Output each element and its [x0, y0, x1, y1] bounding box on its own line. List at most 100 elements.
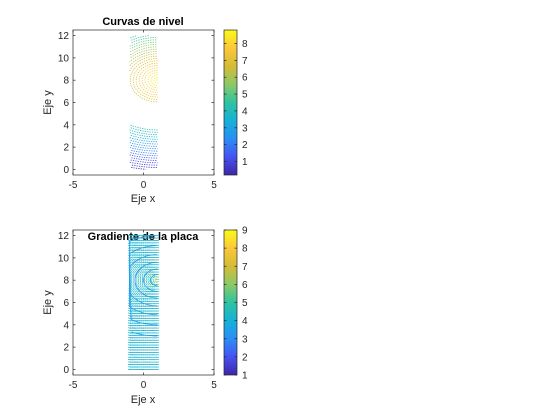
gradient-vector	[127, 312, 131, 315]
gradient-vector	[133, 251, 137, 254]
gradient-vector	[137, 329, 141, 332]
gradient-vector	[142, 317, 147, 319]
gradient-vector	[139, 273, 142, 276]
gradient-vector	[127, 363, 131, 366]
gradient-vector	[133, 265, 137, 269]
contour-level-line	[130, 152, 158, 157]
gradient-vector	[129, 332, 133, 334]
gradient-vector	[127, 351, 131, 354]
gradient-level-line	[150, 274, 158, 287]
x-tick-label: -5	[69, 380, 78, 391]
gradient-vector	[135, 287, 138, 291]
gradient-vector	[141, 249, 145, 251]
gradient-vector	[131, 256, 135, 259]
contour-level-line	[129, 51, 157, 63]
gradient-vector	[148, 273, 152, 276]
gradient-vector	[150, 273, 154, 276]
gradient-vector	[146, 298, 150, 300]
gradient-vector	[131, 327, 135, 329]
gradient-vector	[129, 241, 133, 244]
gradient-vector	[130, 265, 133, 269]
gradient-vector	[141, 273, 144, 276]
gradient-vector	[133, 329, 137, 332]
gradient-vector	[154, 278, 157, 281]
gradient-vector	[150, 264, 154, 266]
gradient-vector	[135, 268, 139, 271]
gradient-vector	[127, 334, 131, 337]
gradient-vector	[139, 322, 143, 324]
gradient-vector	[139, 266, 142, 269]
contour-level-line	[129, 44, 157, 53]
gradient-vector	[137, 297, 141, 300]
gradient-vector	[137, 337, 141, 339]
gradient-vector	[133, 292, 137, 296]
gradient-vector	[148, 261, 152, 264]
gradient-vector	[148, 268, 152, 271]
gradient-vector	[129, 249, 133, 252]
gradient-vector	[129, 354, 133, 356]
gradient-vector	[144, 305, 148, 307]
contour-level-line	[130, 144, 158, 150]
gradient-vector	[152, 288, 156, 290]
gradient-vector	[133, 305, 137, 308]
gradient-vector	[148, 264, 152, 266]
gradient-vector	[143, 266, 146, 269]
gradient-vector	[133, 341, 137, 344]
gradient-vector	[134, 273, 136, 276]
gradient-vector	[131, 354, 135, 356]
gradient-vector	[135, 251, 139, 254]
gradient-vector	[133, 349, 137, 351]
gradient-vector	[135, 319, 139, 322]
gradient-vector	[152, 275, 156, 279]
gradient-vector	[150, 293, 154, 295]
gradient-vector	[141, 282, 144, 286]
gradient-vector	[141, 261, 145, 264]
gradient-vector	[141, 290, 144, 293]
gradient-vector	[133, 258, 137, 262]
gradient-vector	[135, 324, 139, 327]
contour-level-line	[131, 157, 158, 161]
gradient-vector	[137, 324, 141, 327]
gradient-vector	[133, 290, 137, 293]
gradient-vector	[127, 234, 131, 237]
gradient-vector	[131, 237, 135, 239]
gradient-vector	[142, 315, 147, 317]
gradient-vector	[146, 268, 150, 271]
gradient-vector	[137, 249, 141, 252]
gradient-vector	[133, 261, 137, 264]
gradient-vector	[137, 315, 141, 317]
gradient-vector	[146, 259, 150, 261]
gradient-vector	[127, 322, 131, 325]
gradient-vector	[143, 287, 146, 291]
gradient-vector	[137, 266, 141, 269]
gradient-vector	[146, 256, 150, 259]
gradient-vector	[129, 359, 133, 361]
gradient-vector	[152, 283, 156, 286]
gradient-vector	[137, 234, 141, 237]
contour-level-line	[132, 60, 158, 100]
gradient-vector	[154, 280, 158, 283]
gradient-vector	[135, 297, 139, 300]
gradient-vector	[146, 263, 150, 266]
gradient-vector	[131, 241, 135, 244]
gradient-vector	[132, 273, 134, 276]
gradient-vector	[142, 244, 147, 247]
gradient-vector	[131, 261, 135, 264]
gradient-level-line	[131, 331, 158, 337]
gradient-level-line	[134, 261, 158, 299]
gradient-vector	[133, 239, 137, 242]
gradient-vector	[142, 254, 146, 256]
gradient-vector	[142, 297, 146, 300]
gradient-vector	[133, 337, 137, 339]
gradient-vector	[135, 263, 139, 266]
gradient-vector	[129, 237, 133, 239]
gradient-vector	[134, 270, 136, 274]
gradient-vector	[129, 327, 133, 329]
gradient-vector	[129, 356, 133, 358]
gradient-vector	[131, 346, 135, 349]
gradient-vector	[137, 332, 141, 334]
gradient-vector	[152, 285, 156, 288]
